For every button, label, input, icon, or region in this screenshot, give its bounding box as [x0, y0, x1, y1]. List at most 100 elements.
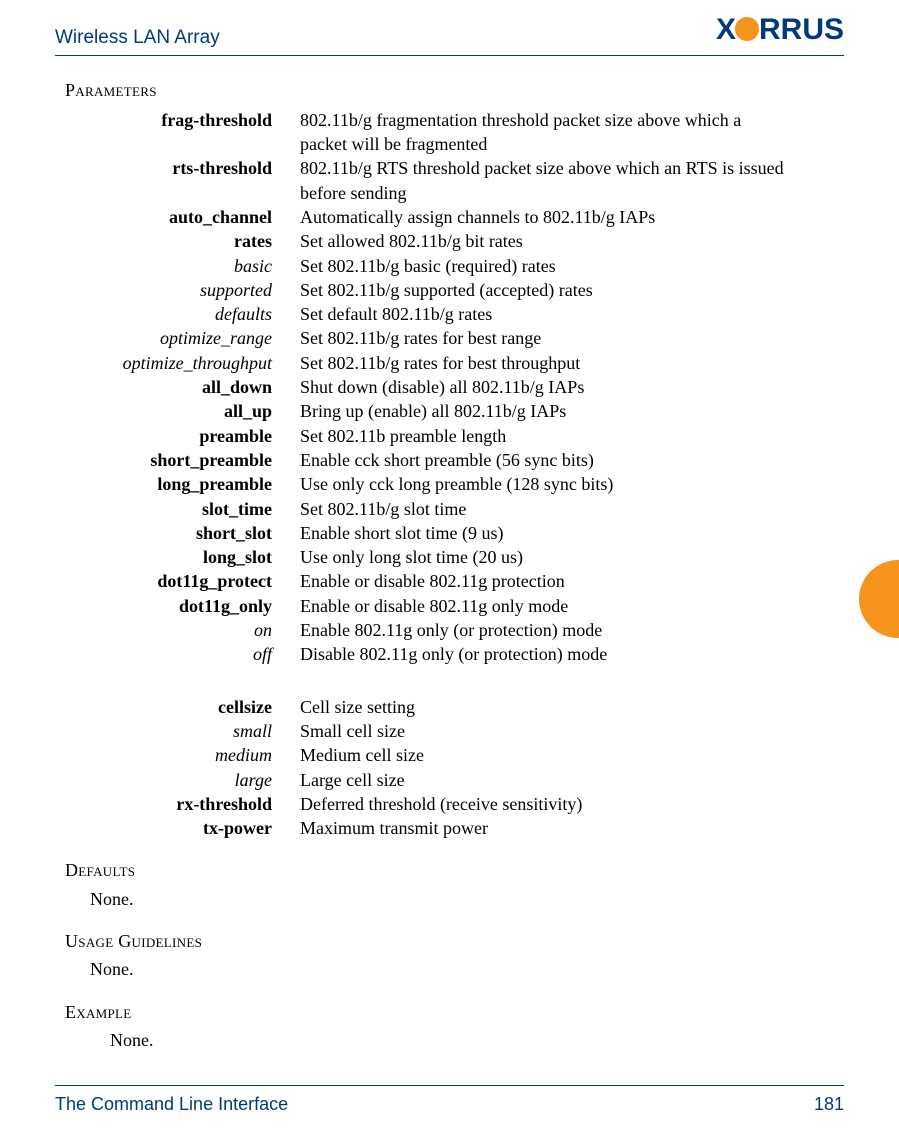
defaults-body: None.	[55, 887, 844, 911]
parameter-description: Enable or disable 802.11g protection	[300, 569, 565, 593]
parameter-row: ratesSet allowed 802.11b/g bit rates	[55, 229, 844, 253]
parameter-row: dot11g_protectEnable or disable 802.11g …	[55, 569, 844, 593]
parameter-row: all_downShut down (disable) all 802.11b/…	[55, 375, 844, 399]
parameter-name: optimize_throughput	[55, 351, 300, 375]
parameter-name: off	[55, 642, 300, 666]
parameter-description: Set 802.11b/g basic (required) rates	[300, 254, 556, 278]
parameter-name: optimize_range	[55, 326, 300, 350]
parameter-row: slot_timeSet 802.11b/g slot time	[55, 497, 844, 521]
parameter-row: frag-threshold802.11b/g fragmentation th…	[55, 108, 844, 157]
parameter-description: Set 802.11b/g supported (accepted) rates	[300, 278, 593, 302]
parameter-name: rx-threshold	[55, 792, 300, 816]
page-header: Wireless LAN Array X RRUS	[55, 10, 844, 56]
parameter-name: tx-power	[55, 816, 300, 840]
parameter-description: Shut down (disable) all 802.11b/g IAPs	[300, 375, 584, 399]
parameter-description: Enable or disable 802.11g only mode	[300, 594, 568, 618]
example-heading: Example	[55, 1000, 844, 1024]
parameter-description: Set 802.11b/g rates for best throughput	[300, 351, 580, 375]
example-body: None.	[55, 1028, 844, 1052]
parameter-name: preamble	[55, 424, 300, 448]
parameter-row: short_slotEnable short slot time (9 us)	[55, 521, 844, 545]
defaults-heading: Defaults	[55, 858, 844, 882]
parameter-row: rx-thresholdDeferred threshold (receive …	[55, 792, 844, 816]
parameter-name: auto_channel	[55, 205, 300, 229]
parameter-row: rts-threshold802.11b/g RTS threshold pac…	[55, 156, 844, 205]
parameter-row: offDisable 802.11g only (or protection) …	[55, 642, 844, 666]
brand-logo: X RRUS	[716, 10, 844, 51]
parameter-name: dot11g_only	[55, 594, 300, 618]
parameter-description: Automatically assign channels to 802.11b…	[300, 205, 655, 229]
parameter-row: onEnable 802.11g only (or protection) mo…	[55, 618, 844, 642]
parameter-description: Medium cell size	[300, 743, 424, 767]
parameter-name: rts-threshold	[55, 156, 300, 205]
parameter-description: Set 802.11b/g rates for best range	[300, 326, 541, 350]
parameter-row: optimize_rangeSet 802.11b/g rates for be…	[55, 326, 844, 350]
header-title: Wireless LAN Array	[55, 25, 220, 51]
logo-text-x: X	[716, 10, 735, 51]
parameter-description: Use only long slot time (20 us)	[300, 545, 523, 569]
parameter-row: dot11g_onlyEnable or disable 802.11g onl…	[55, 594, 844, 618]
parameter-description: Cell size setting	[300, 695, 415, 719]
parameter-row: all_upBring up (enable) all 802.11b/g IA…	[55, 399, 844, 423]
usage-body: None.	[55, 957, 844, 981]
parameter-name: small	[55, 719, 300, 743]
parameter-description: Set 802.11b/g slot time	[300, 497, 466, 521]
parameter-row: tx-powerMaximum transmit power	[55, 816, 844, 840]
parameter-name: short_slot	[55, 521, 300, 545]
parameter-description: Enable short slot time (9 us)	[300, 521, 503, 545]
parameter-name: short_preamble	[55, 448, 300, 472]
parameter-row: long_preambleUse only cck long preamble …	[55, 472, 844, 496]
parameter-row: smallSmall cell size	[55, 719, 844, 743]
parameter-name: long_slot	[55, 545, 300, 569]
parameter-name: supported	[55, 278, 300, 302]
parameter-description: Set 802.11b preamble length	[300, 424, 506, 448]
parameter-row: auto_channelAutomatically assign channel…	[55, 205, 844, 229]
parameter-description: Small cell size	[300, 719, 405, 743]
parameter-name: long_preamble	[55, 472, 300, 496]
parameter-row: short_preambleEnable cck short preamble …	[55, 448, 844, 472]
parameter-name: defaults	[55, 302, 300, 326]
parameter-name: medium	[55, 743, 300, 767]
footer-page-number: 181	[814, 1092, 844, 1116]
usage-heading: Usage Guidelines	[55, 929, 844, 953]
parameter-name: slot_time	[55, 497, 300, 521]
parameter-description: Set allowed 802.11b/g bit rates	[300, 229, 523, 253]
parameter-name: dot11g_protect	[55, 569, 300, 593]
parameter-name: rates	[55, 229, 300, 253]
parameter-name: large	[55, 768, 300, 792]
parameter-description: 802.11b/g fragmentation threshold packet…	[300, 108, 790, 157]
page-footer: The Command Line Interface 181	[55, 1085, 844, 1116]
parameter-description: Use only cck long preamble (128 sync bit…	[300, 472, 613, 496]
parameter-name: all_up	[55, 399, 300, 423]
parameter-description: Deferred threshold (receive sensitivity)	[300, 792, 582, 816]
parameter-row: cellsizeCell size setting	[55, 695, 844, 719]
parameter-description: Maximum transmit power	[300, 816, 488, 840]
parameter-row: supportedSet 802.11b/g supported (accept…	[55, 278, 844, 302]
parameter-description: Disable 802.11g only (or protection) mod…	[300, 642, 607, 666]
content-area: Parameters frag-threshold802.11b/g fragm…	[55, 78, 844, 1053]
parameter-row: largeLarge cell size	[55, 768, 844, 792]
parameter-name: all_down	[55, 375, 300, 399]
parameters-table: frag-threshold802.11b/g fragmentation th…	[55, 108, 844, 667]
parameter-row: mediumMedium cell size	[55, 743, 844, 767]
parameter-description: 802.11b/g RTS threshold packet size abov…	[300, 156, 790, 205]
parameter-description: Large cell size	[300, 768, 405, 792]
footer-left: The Command Line Interface	[55, 1092, 288, 1116]
parameter-description: Enable cck short preamble (56 sync bits)	[300, 448, 594, 472]
logo-text-rest: RRUS	[759, 10, 844, 51]
parameters-table-2: cellsizeCell size settingsmallSmall cell…	[55, 695, 844, 841]
parameter-row: optimize_throughputSet 802.11b/g rates f…	[55, 351, 844, 375]
parameter-row: preambleSet 802.11b preamble length	[55, 424, 844, 448]
parameter-name: cellsize	[55, 695, 300, 719]
parameter-row: defaultsSet default 802.11b/g rates	[55, 302, 844, 326]
parameter-description: Set default 802.11b/g rates	[300, 302, 492, 326]
logo-dot-icon	[735, 17, 759, 41]
parameter-description: Enable 802.11g only (or protection) mode	[300, 618, 602, 642]
parameter-description: Bring up (enable) all 802.11b/g IAPs	[300, 399, 566, 423]
parameters-heading: Parameters	[55, 78, 844, 102]
parameter-row: basicSet 802.11b/g basic (required) rate…	[55, 254, 844, 278]
parameter-row: long_slotUse only long slot time (20 us)	[55, 545, 844, 569]
parameter-name: basic	[55, 254, 300, 278]
parameter-name: on	[55, 618, 300, 642]
parameter-name: frag-threshold	[55, 108, 300, 157]
